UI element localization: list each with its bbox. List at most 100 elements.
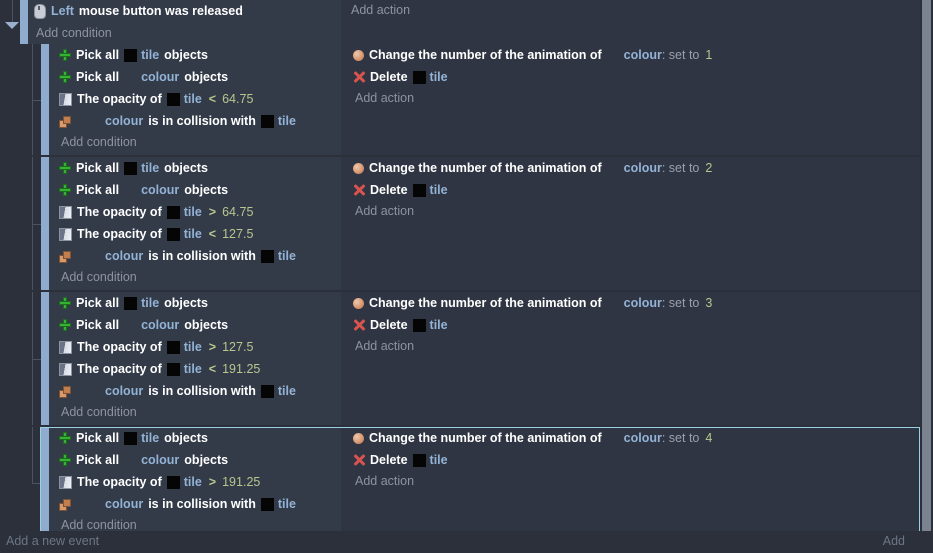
object-thumbnail [124, 319, 137, 332]
action-parameter-value: 2 [705, 161, 713, 175]
object-name: tile [141, 48, 160, 62]
event-accent-bar [41, 44, 49, 155]
action-row[interactable]: Delete tile [349, 66, 448, 88]
condition-row[interactable]: colour is in collision with tile [55, 110, 296, 132]
condition-text: Pick all [76, 48, 120, 62]
add-new-event-button[interactable]: Add a new event [6, 534, 100, 548]
action-text: Change the number of the animation of [369, 161, 602, 175]
action-text: Change the number of the animation of [369, 431, 602, 445]
action-row[interactable]: Change the number of the animation of col… [349, 427, 712, 449]
add-button[interactable]: Add [882, 534, 905, 548]
condition-row[interactable]: Pick all colour objects [55, 314, 228, 336]
object-thumbnail [166, 340, 180, 354]
object-thumbnail [260, 249, 274, 263]
object-name: tile [429, 183, 448, 197]
object-name: colour [141, 453, 180, 467]
condition-row[interactable]: Pick all colour objects [55, 66, 228, 88]
object-name: tile [141, 296, 160, 310]
condition-row[interactable]: The opacity of tile <127.5 [55, 223, 253, 245]
actions-column [341, 157, 920, 290]
action-text: Delete [370, 453, 408, 467]
object-thumbnail [412, 70, 426, 84]
tree-stem-root [12, 0, 13, 24]
collision-middle-text: is in collision with [148, 497, 256, 511]
action-text: Delete [370, 183, 408, 197]
object-name: colour [623, 161, 662, 175]
object-thumbnail [607, 432, 620, 445]
object-name: colour [623, 296, 662, 310]
delete-icon [353, 71, 365, 83]
collision-middle-text: is in collision with [148, 249, 256, 263]
plus-icon [59, 432, 71, 444]
add-condition-link[interactable]: Add condition [61, 405, 137, 419]
root-condition-mouse-released[interactable]: Left mouse button was released [30, 0, 243, 22]
comparison-operator: < [208, 227, 217, 241]
condition-row[interactable]: Pick all tile objects [55, 44, 208, 66]
instruction-suffix: objects [184, 453, 229, 467]
instruction-suffix: objects [164, 431, 208, 445]
object-thumbnail [412, 183, 426, 197]
add-action-link[interactable]: Add action [355, 91, 415, 105]
object-name: tile [183, 205, 202, 219]
root-add-action[interactable]: Add action [351, 3, 411, 17]
condition-row[interactable]: colour is in collision with tile [55, 493, 296, 515]
condition-text: The opacity of [77, 205, 162, 219]
add-action-link[interactable]: Add action [355, 204, 415, 218]
condition-row[interactable]: The opacity of tile >64.75 [55, 201, 253, 223]
condition-row[interactable]: Pick all tile objects [55, 292, 208, 314]
object-thumbnail [88, 498, 101, 511]
action-row[interactable]: Change the number of the animation of col… [349, 157, 712, 179]
event-block[interactable]: Pick all tile objects Pick all colour objects… [0, 44, 920, 155]
add-condition-link[interactable]: Add condition [61, 518, 137, 532]
condition-row[interactable]: Pick all tile objects [55, 157, 208, 179]
action-row[interactable]: Change the number of the animation of col… [349, 292, 712, 314]
vertical-scrollbar-thumb[interactable] [922, 0, 931, 553]
add-action-link[interactable]: Add action [355, 474, 415, 488]
event-block[interactable]: Pick all tile objects Pick all colour objects… [0, 157, 920, 290]
collision-middle-text: is in collision with [148, 114, 256, 128]
comparison-value: 191.25 [222, 362, 261, 376]
action-row[interactable]: Delete tile [349, 314, 448, 336]
root-condition-text: mouse button was released [78, 4, 243, 18]
plus-icon [59, 49, 71, 61]
condition-row[interactable]: Pick all colour objects [55, 179, 228, 201]
instruction-suffix: objects [184, 318, 229, 332]
condition-row[interactable]: Pick all colour objects [55, 449, 228, 471]
action-row[interactable]: Change the number of the animation of col… [349, 44, 712, 66]
condition-row[interactable]: The opacity of tile >191.25 [55, 471, 260, 493]
object-name: colour [105, 384, 144, 398]
add-action-link[interactable]: Add action [355, 339, 415, 353]
event-block[interactable]: Pick all tile objects Pick all colour objects… [0, 427, 920, 539]
condition-row[interactable]: colour is in collision with tile [55, 245, 296, 267]
object-name: tile [183, 227, 202, 241]
collision-icon [59, 385, 71, 398]
condition-row[interactable]: colour is in collision with tile [55, 380, 296, 402]
delete-icon [353, 454, 365, 466]
collision-icon [59, 115, 71, 128]
instruction-suffix: objects [164, 48, 208, 62]
object-thumbnail [124, 184, 137, 197]
add-condition-link[interactable]: Add condition [61, 135, 137, 149]
root-actions-column [341, 0, 920, 44]
collision-icon [59, 250, 71, 263]
action-row[interactable]: Delete tile [349, 179, 448, 201]
object-thumbnail [124, 431, 138, 445]
action-text: Change the number of the animation of [369, 296, 602, 310]
object-name: tile [183, 475, 202, 489]
condition-row[interactable]: Pick all tile objects [55, 427, 208, 449]
collapse-arrow-root[interactable] [5, 22, 19, 29]
event-block[interactable]: Pick all tile objects Pick all colour objects… [0, 292, 920, 425]
object-thumbnail [124, 71, 137, 84]
object-name: colour [623, 48, 662, 62]
opacity-icon [59, 362, 72, 376]
condition-row[interactable]: The opacity of tile >127.5 [55, 336, 253, 358]
comparison-operator: > [208, 475, 217, 489]
add-condition-link[interactable]: Add condition [61, 270, 137, 284]
condition-row[interactable]: The opacity of tile <64.75 [55, 88, 253, 110]
condition-row[interactable]: The opacity of tile <191.25 [55, 358, 260, 380]
comparison-operator: > [208, 205, 217, 219]
root-add-condition[interactable]: Add condition [36, 26, 112, 40]
vertical-scrollbar[interactable] [920, 0, 933, 553]
action-row[interactable]: Delete tile [349, 449, 448, 471]
